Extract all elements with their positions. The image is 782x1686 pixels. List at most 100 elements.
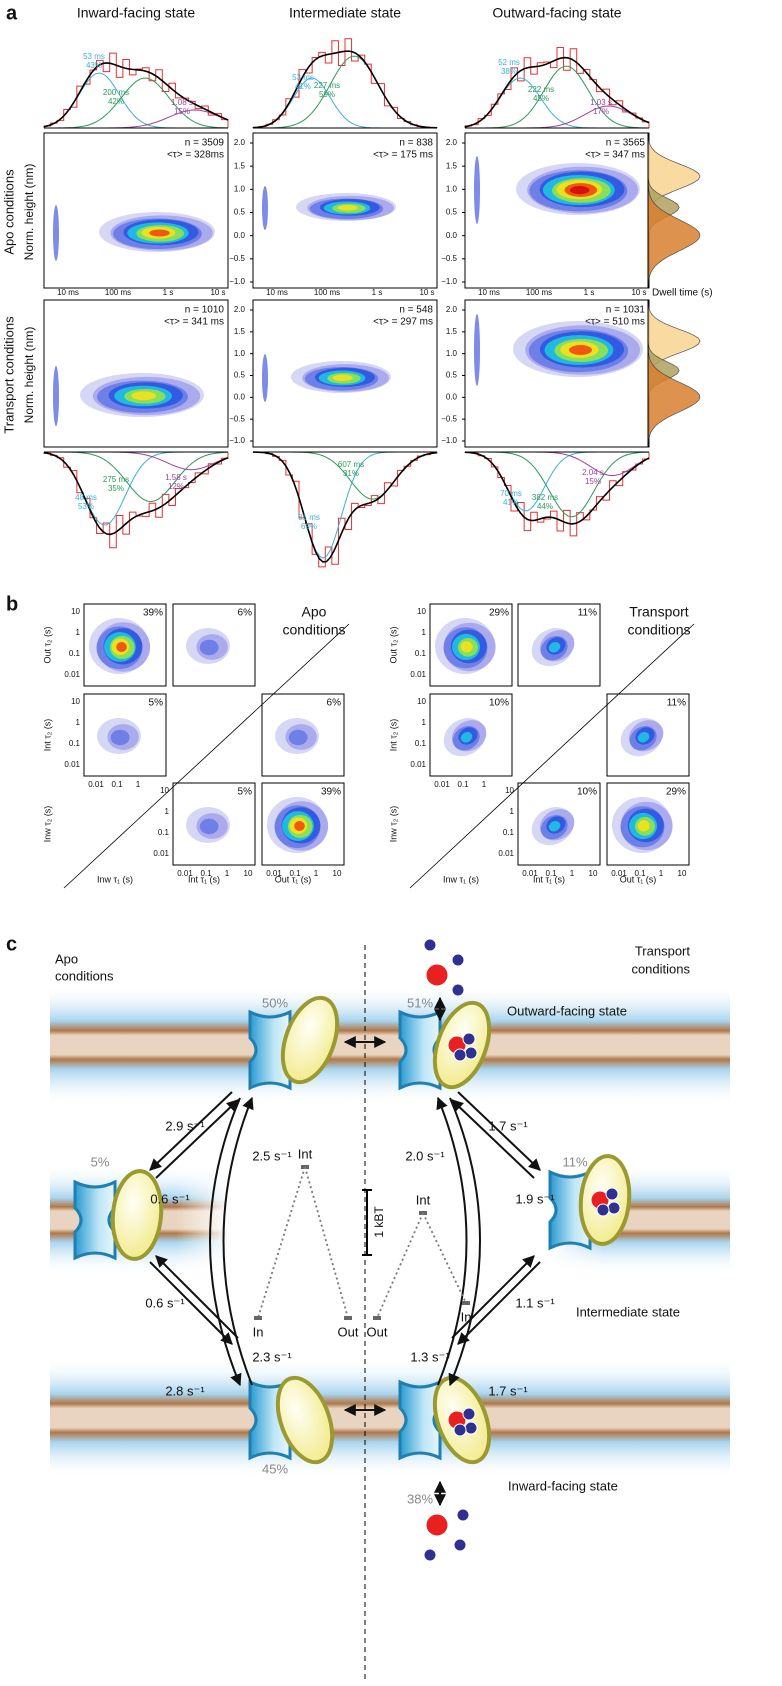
density-blob <box>637 820 650 832</box>
ion <box>453 1423 467 1437</box>
fit-annotation: 17% <box>593 107 609 116</box>
rate: 1.1 s⁻¹ <box>515 1295 555 1310</box>
substrate <box>425 1513 449 1537</box>
axis-label: Inw τ₁ (s) <box>97 874 133 884</box>
x-tick-label: 100 ms <box>105 288 131 297</box>
y-tick-label: 1.5 <box>446 161 458 170</box>
x-tick-label: 10 <box>589 869 598 878</box>
y-tick-label: 1 <box>422 718 427 727</box>
arrow <box>448 1097 481 1387</box>
transporter <box>73 1179 117 1261</box>
stat: <τ> = 341 ms <box>164 317 224 328</box>
y-tick-label: −0.5 <box>441 254 457 263</box>
histogram <box>43 452 229 549</box>
ion <box>453 1048 467 1062</box>
fit-annotation: 38% <box>501 67 517 76</box>
percentage: 10% <box>489 698 509 709</box>
density-blob <box>288 729 308 746</box>
energy-level <box>344 1316 352 1320</box>
arrow <box>222 1096 254 1386</box>
ion <box>423 1548 437 1562</box>
y-tick-label: −1.0 <box>229 277 245 286</box>
y-tick-label: 0.5 <box>234 208 246 217</box>
y-tick-label: 10 <box>160 786 169 795</box>
y-tick-label: 1 <box>165 807 170 816</box>
state-label: Inward-facing state <box>508 1478 618 1493</box>
fit-annotation: 59% <box>319 90 335 99</box>
arrow <box>451 1255 535 1339</box>
axis-label: Out τ₁ (s) <box>275 874 312 884</box>
fit-annotation: 31% <box>343 469 359 478</box>
ion <box>464 1421 478 1435</box>
x-tick-label: 0.01 <box>522 869 538 878</box>
fit-annotation: 41% <box>295 82 311 91</box>
x-tick-label: 10 ms <box>57 288 79 297</box>
fit-annotation: 53 ms <box>83 52 105 61</box>
arrow <box>451 1099 535 1179</box>
fit-total <box>252 451 438 563</box>
x-tick-label: 100 ms <box>526 288 552 297</box>
y-tick-label: 0.0 <box>446 392 458 401</box>
y-tick-label: −1.0 <box>229 436 245 445</box>
axis-label: Int τ₁ (s) <box>188 874 220 884</box>
diagonal <box>63 623 350 889</box>
y-tick-label: 2.0 <box>446 305 458 314</box>
axis-label: Dwell time (s) <box>652 288 713 299</box>
fit-component <box>44 109 229 129</box>
fit-annotation: 275 ms <box>103 475 129 484</box>
x-tick-label: 0.1 <box>457 780 469 789</box>
stat: n = 3565 <box>606 138 646 149</box>
stat: <τ> = 347 ms <box>585 150 645 161</box>
density-blob <box>53 205 59 261</box>
y-tick-label: 0.01 <box>410 670 426 679</box>
rate: 2.3 s⁻¹ <box>252 1349 292 1364</box>
x-tick-label: 1 <box>570 869 575 878</box>
axis-label: Norm. height (nm) <box>22 164 36 261</box>
x-tick-label: 1 <box>225 869 230 878</box>
axis-label: Out τ₂ (s) <box>388 626 398 663</box>
x-tick-label: 0.01 <box>88 780 104 789</box>
axis-label: Int τ₂ (s) <box>388 719 398 752</box>
density-blob <box>262 186 268 230</box>
percentage: 29% <box>666 787 686 798</box>
percentage: 51% <box>407 995 433 1010</box>
x-tick-label: 0.01 <box>266 869 282 878</box>
x-tick-label: 10 s <box>210 288 225 297</box>
density-blob <box>149 229 170 237</box>
x-tick-label: 10 s <box>631 288 646 297</box>
percentage: 39% <box>321 787 341 798</box>
fit-total <box>464 56 650 128</box>
fit-annotation: 200 ms <box>103 88 129 97</box>
substrate <box>425 963 449 987</box>
axis-label: Norm. height (nm) <box>22 327 36 424</box>
energy-label: Out <box>367 1324 388 1339</box>
column-title: Intermediate state <box>289 5 401 21</box>
state-label: Outward-facing state <box>507 1003 627 1018</box>
ion <box>453 1538 467 1552</box>
condition-title: Transport <box>635 943 691 958</box>
fit-component <box>464 77 649 129</box>
fit-annotation: 35% <box>108 484 124 493</box>
y-tick-label: 0.1 <box>69 739 81 748</box>
y-tick-label: 10 <box>71 697 80 706</box>
density-blob <box>474 314 480 386</box>
fit-annotation: 81 ms <box>298 513 320 522</box>
y-tick-label: 0.01 <box>498 849 514 858</box>
fit-total <box>43 452 229 536</box>
membrane <box>50 1358 730 1478</box>
stat: n = 3509 <box>185 138 225 149</box>
y-tick-label: 0.5 <box>234 371 246 380</box>
y-tick-label: 0.5 <box>446 371 458 380</box>
x-tick-label: 1 <box>659 869 664 878</box>
energy-label: Out <box>338 1324 359 1339</box>
panel-label: b <box>6 593 18 615</box>
fit-annotation: 1.03 s <box>590 98 612 107</box>
ion <box>423 938 437 952</box>
fit-annotation: 45% <box>533 94 549 103</box>
y-tick-label: 1.5 <box>446 327 458 336</box>
y-tick-label: 2.0 <box>446 138 458 147</box>
y-tick-label: 1 <box>76 718 81 727</box>
density-blob <box>548 642 561 653</box>
y-tick-label: 0.01 <box>153 849 169 858</box>
x-tick-label: 10 ms <box>478 288 500 297</box>
